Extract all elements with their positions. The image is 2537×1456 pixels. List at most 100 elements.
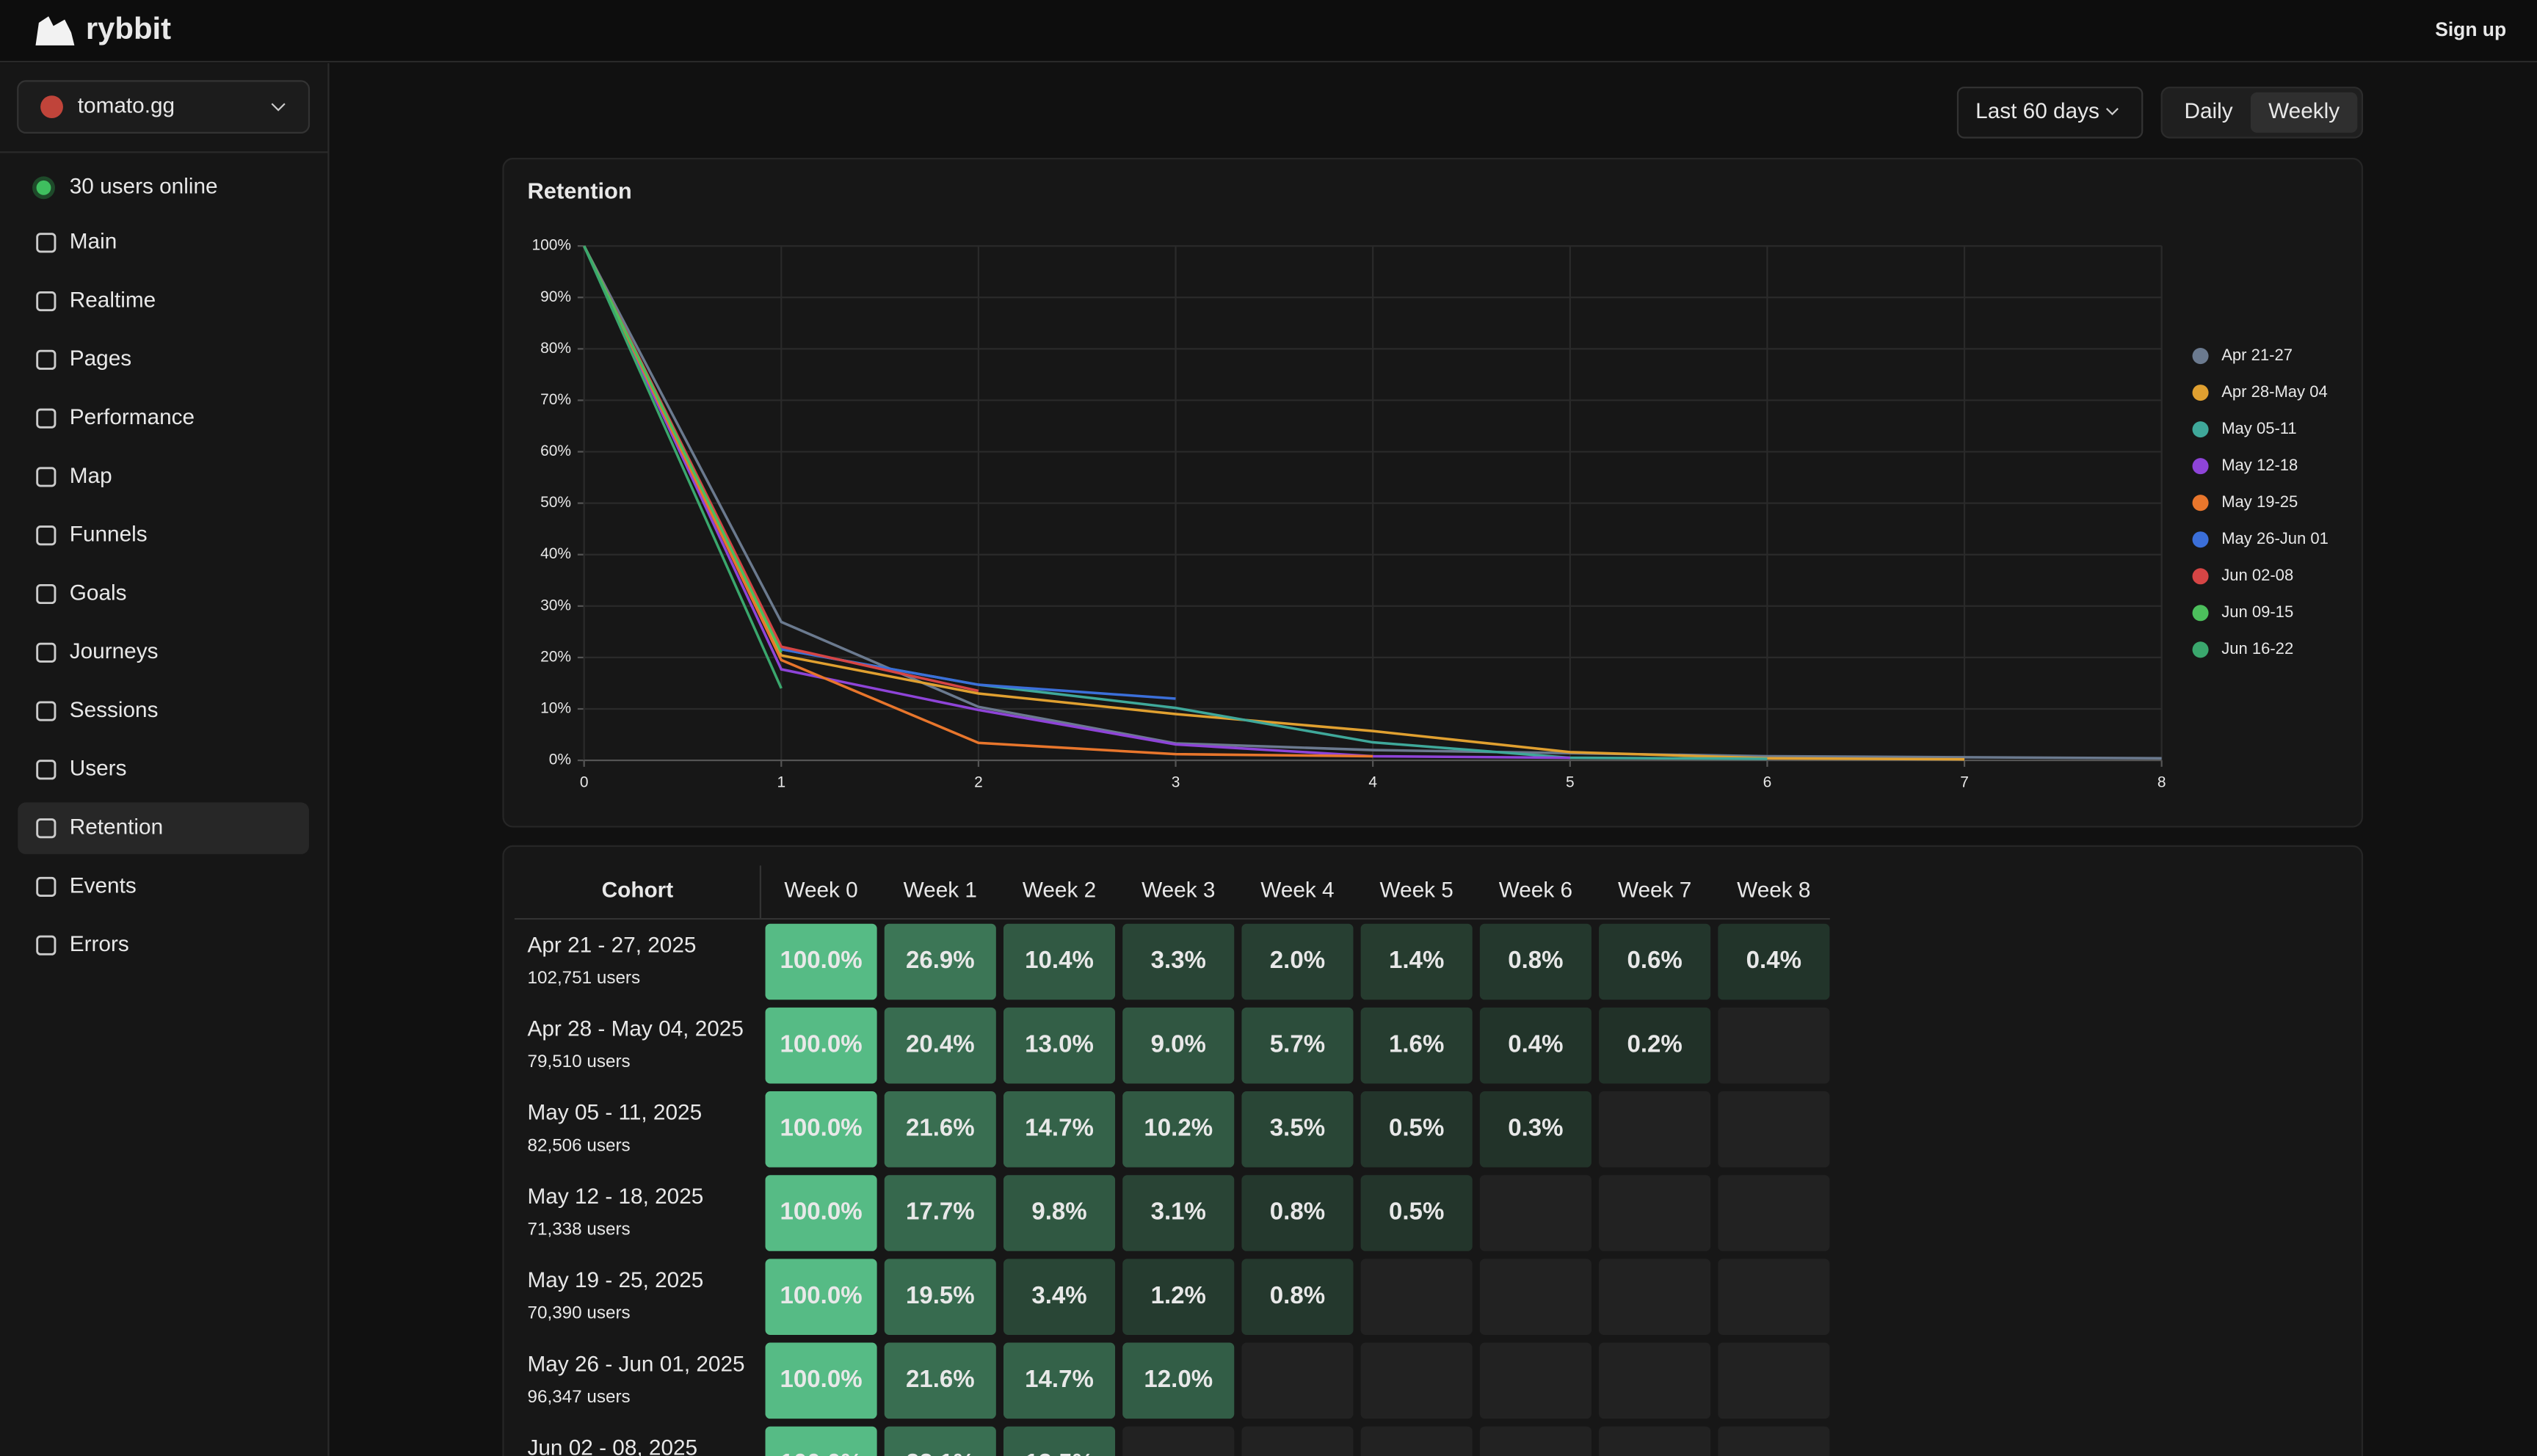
empty-cell [1718, 1091, 1830, 1168]
empty-cell [1718, 1426, 1830, 1456]
y-tick-label: 40% [540, 545, 571, 562]
cohort-label: Apr 28 - May 04, 2025 [528, 1017, 744, 1041]
y-tick-label: 80% [540, 340, 571, 357]
nav-item[interactable]: Retention [70, 815, 163, 840]
empty-cell [1718, 1259, 1830, 1335]
site-selector[interactable] [17, 80, 311, 134]
cell-value: 100.0% [780, 1449, 863, 1456]
empty-cell [1718, 1175, 1830, 1251]
empty-cell [1718, 1342, 1830, 1419]
line-series [583, 245, 1373, 758]
retention-cell [1241, 923, 1354, 1000]
legend-swatch [2192, 605, 2209, 622]
legend-swatch [2192, 421, 2209, 438]
empty-cell [1479, 1342, 1591, 1419]
cell-value: 13.5% [1025, 1449, 1094, 1456]
table-header: Week 3 [1142, 878, 1215, 902]
table-header: Week 4 [1260, 878, 1334, 902]
nav-icon [36, 583, 57, 605]
x-tick-label: 1 [777, 774, 785, 790]
retention-cell [884, 1007, 996, 1084]
cell-value: 14.7% [1025, 1115, 1094, 1142]
x-tick-label: 0 [580, 774, 589, 790]
nav-item[interactable]: Funnels [70, 523, 148, 547]
retention-cell [765, 1007, 877, 1084]
cell-value: 0.8% [1508, 947, 1563, 974]
cell-value: 0.5% [1389, 1115, 1444, 1142]
cell-value: 0.8% [1270, 1282, 1325, 1309]
legend-swatch [2192, 348, 2209, 365]
nav-icon [36, 349, 57, 370]
empty-cell [1122, 1426, 1235, 1456]
retention-cell [1360, 1007, 1473, 1084]
legend-swatch [2192, 531, 2209, 548]
legend-label: Jun 09-15 [2221, 603, 2293, 621]
retention-cell [1003, 1426, 1116, 1456]
empty-cell [1479, 1175, 1591, 1251]
y-tick-label: 70% [540, 391, 571, 408]
retention-cell [1479, 1091, 1591, 1168]
retention-cell [1360, 1091, 1473, 1168]
toggle-option[interactable]: Weekly [2268, 99, 2340, 123]
cell-value: 10.4% [1025, 947, 1094, 974]
cell-value: 0.4% [1508, 1030, 1563, 1058]
table-header: Week 5 [1380, 878, 1453, 902]
nav-item[interactable]: Errors [70, 932, 129, 956]
nav-icon [36, 876, 57, 897]
cell-value: 0.6% [1627, 947, 1682, 974]
sign-up: Sign up [2435, 18, 2506, 40]
x-tick-label: 7 [1960, 774, 1969, 790]
nav-item[interactable]: Performance [70, 405, 195, 429]
line-series [583, 245, 783, 689]
nav-item[interactable]: Main [70, 230, 117, 254]
line-series [583, 245, 1570, 760]
retention-cell [1360, 923, 1473, 1000]
range-chevron [2105, 108, 2119, 116]
nav-item[interactable]: Sessions [70, 698, 159, 722]
x-tick-label: 2 [974, 774, 983, 790]
cell-value: 100.0% [780, 1198, 863, 1226]
nav-item[interactable]: Users [70, 757, 127, 781]
nav-item[interactable]: Goals [70, 580, 127, 605]
legend-label: Apr 28-May 04 [2221, 382, 2328, 401]
nav-item[interactable]: Realtime [70, 288, 156, 312]
retention-cell [1479, 923, 1591, 1000]
nav-active [18, 802, 309, 854]
y-tick-label: 20% [540, 648, 571, 665]
x-tick-label: 6 [1763, 774, 1772, 790]
empty-cell [1599, 1091, 1711, 1168]
nav-item[interactable]: Journeys [70, 639, 159, 663]
toggle-option[interactable]: Daily [2185, 99, 2233, 123]
cell-value: 0.3% [1508, 1115, 1563, 1142]
logo-icon [35, 16, 75, 46]
cell-value: 3.3% [1151, 947, 1206, 974]
cohort-users: 79,510 users [528, 1052, 631, 1071]
table-header: Week 6 [1499, 878, 1572, 902]
empty-cell [1360, 1426, 1473, 1456]
legend-swatch [2192, 495, 2209, 512]
cell-value: 21.6% [906, 1366, 975, 1393]
table-header: Cohort [602, 878, 674, 902]
range-button[interactable] [1956, 87, 2144, 139]
retention-cell [1122, 1259, 1235, 1335]
nav-item[interactable]: Map [70, 464, 112, 488]
x-tick-label: 8 [2157, 774, 2166, 790]
cell-value: 3.5% [1270, 1115, 1325, 1142]
retention-cell [1003, 1007, 1116, 1084]
cell-value: 10.2% [1144, 1115, 1213, 1142]
retention-cell [884, 923, 996, 1000]
nav-item[interactable]: Pages [70, 346, 131, 371]
retention-cell [884, 1259, 996, 1335]
table-header: Week 2 [1023, 878, 1096, 902]
cell-value: 2.0% [1270, 947, 1325, 974]
legend-label: Jun 16-22 [2221, 639, 2293, 658]
nav-item[interactable]: Events [70, 873, 137, 898]
site-name: tomato.gg [78, 93, 175, 117]
chart-card [502, 158, 2364, 828]
cell-value: 100.0% [780, 1030, 863, 1058]
table-header: Week 1 [904, 878, 977, 902]
nav-icon [36, 935, 57, 956]
retention-cell [1003, 1342, 1116, 1419]
empty-cell [1360, 1259, 1473, 1335]
cohort-users: 71,338 users [528, 1220, 631, 1240]
